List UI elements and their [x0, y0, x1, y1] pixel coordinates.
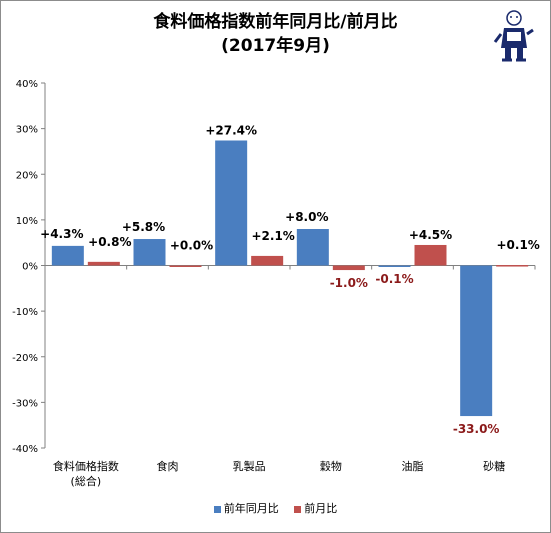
bar-yoy	[51, 245, 84, 266]
bar-yoy	[133, 239, 166, 266]
data-label-mom: +4.5%	[409, 228, 452, 242]
bar-mom	[169, 265, 202, 267]
y-tick-label: 0%	[22, 262, 38, 273]
legend-label-series1: 前年同月比	[223, 502, 279, 515]
category-label: 食肉	[157, 459, 179, 473]
legend-item-series2: 前月比	[294, 500, 337, 516]
data-label-mom: +0.1%	[496, 238, 539, 252]
y-tick-label: 30%	[16, 125, 38, 136]
legend-item-series1: 前年同月比	[213, 500, 279, 516]
y-tick-label: -40%	[12, 444, 38, 455]
data-label-yoy: -33.0%	[453, 422, 500, 436]
data-label-yoy: +27.4%	[205, 123, 257, 137]
data-label-yoy: +4.3%	[40, 227, 83, 241]
y-tick-label: 20%	[16, 170, 38, 181]
mascot-icon	[493, 10, 534, 62]
data-label-mom: +0.8%	[88, 235, 131, 249]
bar-mom	[414, 244, 447, 266]
chart-subtitle: (2017年9月)	[221, 36, 330, 56]
y-tick-label: -20%	[12, 353, 38, 364]
data-label-yoy: +8.0%	[285, 210, 328, 224]
category-label: (総合)	[71, 474, 102, 488]
bar-yoy	[378, 265, 411, 267]
y-tick-label: -30%	[12, 398, 38, 409]
bar-mom	[87, 261, 120, 266]
y-tick-label: -10%	[12, 307, 38, 318]
data-label-mom: -1.0%	[330, 276, 368, 290]
bar-mom	[496, 265, 529, 267]
bar-mom	[251, 255, 284, 266]
legend-swatch-series2	[294, 505, 302, 513]
category-label: 食料価格指数	[53, 459, 119, 473]
bar-yoy	[296, 229, 329, 266]
y-tick-label: 40%	[16, 79, 38, 90]
legend-swatch-series1	[213, 505, 221, 513]
data-label-yoy: -0.1%	[375, 272, 413, 286]
category-label: 穀物	[320, 459, 342, 473]
chart-title-block: 食料価格指数前年同月比/前月比 (2017年9月)	[0, 10, 551, 58]
bar-yoy	[215, 140, 248, 266]
bar-mom	[332, 265, 365, 271]
chart-title: 食料価格指数前年同月比/前月比	[153, 12, 398, 32]
category-label: 砂糖	[483, 459, 505, 473]
legend-label-series2: 前月比	[304, 502, 338, 515]
legend: 前年同月比 前月比	[0, 500, 551, 516]
data-label-yoy: +5.8%	[122, 220, 165, 234]
category-label: 乳製品	[233, 459, 266, 473]
y-tick-label: 10%	[16, 216, 38, 227]
bar-yoy	[460, 265, 493, 417]
category-label: 油脂	[402, 459, 424, 473]
data-label-mom: +2.1%	[251, 229, 294, 243]
data-label-mom: +0.0%	[170, 239, 213, 253]
